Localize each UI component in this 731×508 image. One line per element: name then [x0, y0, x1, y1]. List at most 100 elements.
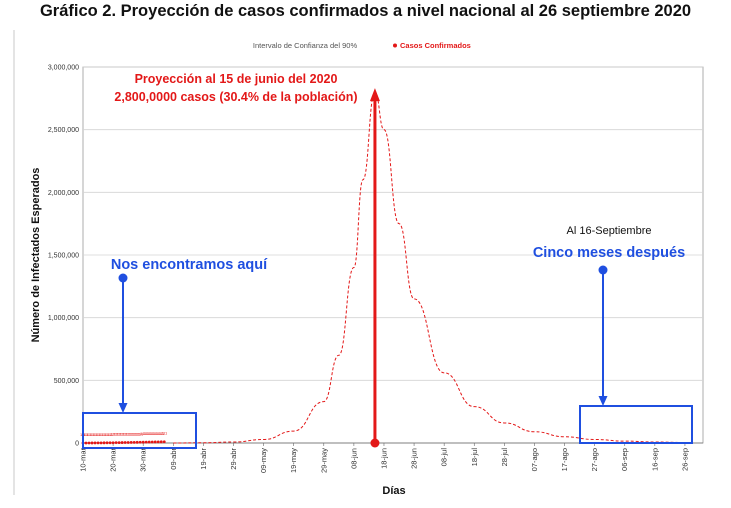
x-tick-label: 29-may — [319, 448, 328, 473]
confirmed-case-point — [93, 441, 97, 445]
peak-annotation-line2: 2,800,0000 casos (30.4% de la población) — [114, 90, 357, 104]
y-axis-label: Número de Infectados Esperados — [30, 168, 42, 343]
future-period-box — [579, 405, 693, 444]
confirmed-case-label: 111 — [122, 432, 129, 437]
chart-title: Gráfico 2. Proyección de casos confirmad… — [39, 2, 692, 20]
y-tick-label: 0 — [75, 441, 79, 448]
x-tick-label: 18-jul — [470, 448, 479, 467]
future-date-annotation: Al 16-Septiembre — [567, 225, 652, 237]
x-tick-label: 27-ago — [590, 448, 599, 471]
confirmed-case-label: 111 — [101, 432, 108, 437]
confirmed-case-label: 111 — [89, 432, 96, 437]
confirmed-case-point — [147, 440, 151, 444]
confirmed-case-point — [138, 440, 142, 444]
peak-annotation-line1: Proyección al 15 de junio del 2020 — [135, 72, 338, 86]
confirmed-case-label: 111 — [140, 431, 147, 436]
confirmed-case-label: 111 — [125, 431, 132, 436]
x-tick-label: 16-sep — [650, 448, 659, 471]
peak-arrow-head — [369, 88, 380, 102]
confirmed-case-point — [132, 440, 136, 444]
y-tick-label: 1,500,000 — [48, 253, 79, 260]
confirmed-case-point — [105, 441, 109, 445]
x-tick-label: 30-mar — [139, 448, 148, 472]
confirmed-case-point — [90, 441, 94, 445]
confirmed-case-point — [114, 441, 118, 445]
x-tick-label: 19-abr — [199, 448, 208, 470]
x-tick-label: 28-jul — [500, 448, 509, 467]
confirmed-case-point — [87, 441, 91, 445]
future-period-annotation: Cinco meses después — [533, 245, 685, 261]
x-tick-label: 09-may — [259, 448, 268, 473]
projection-curve — [173, 91, 685, 444]
x-tick-label: 08-jul — [440, 448, 449, 467]
confirmed-case-label: 111 — [83, 432, 90, 437]
current-period-box — [82, 412, 197, 449]
confirmed-case-point — [150, 440, 154, 444]
confirmed-case-label: 111 — [98, 432, 105, 437]
x-tick-label: 29-abr — [229, 448, 238, 470]
x-tick-label: 09-abr — [169, 448, 178, 470]
x-tick-label: 10-mar — [79, 448, 88, 472]
current-arrow-head — [118, 403, 128, 413]
confirmed-case-point — [84, 441, 88, 445]
confirmed-case-label: 111 — [116, 432, 123, 437]
confirmed-case-label: 111 — [92, 432, 99, 437]
legend-entry-ci: Intervalo de Confianza del 90% — [253, 41, 358, 50]
confirmed-case-point — [96, 441, 100, 445]
confirmed-case-label: 111 — [149, 431, 156, 436]
y-tick-label: 1,000,000 — [48, 315, 79, 322]
current-position-annotation: Nos encontramos aquí — [111, 257, 268, 273]
confirmed-case-point — [108, 441, 112, 445]
x-tick-label: 26-sep — [680, 448, 689, 471]
confirmed-case-point — [117, 441, 121, 445]
y-tick-label: 2,000,000 — [48, 190, 79, 197]
confirmed-case-point — [126, 441, 130, 444]
future-arrow-head — [598, 396, 608, 406]
confirmed-case-label: 111 — [119, 432, 126, 437]
confirmed-case-label: 111 — [152, 431, 159, 436]
confirmed-case-point — [111, 441, 115, 445]
confirmed-case-label: 111 — [131, 431, 138, 436]
legend-entry-confirmed: Casos Confirmados — [400, 41, 471, 50]
y-tick-label: 2,500,000 — [48, 127, 79, 134]
confirmed-case-label: 111 — [134, 431, 141, 436]
x-tick-label: 18-jun — [379, 448, 388, 469]
x-tick-label: 28-jun — [410, 448, 419, 469]
confirmed-case-label: 111 — [86, 432, 93, 437]
confirmed-case-label: 111 — [104, 432, 111, 437]
confirmed-case-label: 111 — [95, 432, 102, 437]
confirmed-case-point — [102, 441, 106, 445]
x-tick-label: 06-sep — [620, 448, 629, 471]
confirmed-case-point — [153, 440, 157, 444]
confirmed-case-label: 111 — [146, 431, 153, 436]
confirmed-case-label: 111 — [110, 432, 117, 437]
confirmed-case-label: 111 — [128, 431, 135, 436]
confirmed-case-label: 111 — [155, 431, 162, 436]
x-tick-label: 17-ago — [560, 448, 569, 471]
x-tick-label: 20-mar — [109, 448, 118, 472]
confirmed-case-label: 111 — [113, 432, 120, 437]
confirmed-case-label: 111 — [143, 431, 150, 436]
confirmed-case-label: 111 — [107, 432, 114, 437]
confirmed-case-point — [120, 441, 124, 444]
confirmed-case-label: 111 — [161, 431, 168, 436]
confirmed-case-point — [123, 441, 127, 444]
confirmed-case-point — [159, 440, 163, 444]
confirmed-case-point — [141, 440, 145, 444]
peak-arrow-base — [370, 438, 380, 448]
confirmed-case-point — [156, 440, 160, 444]
confirmed-case-label: 111 — [137, 431, 144, 436]
confirmed-case-point — [99, 441, 103, 445]
x-tick-label: 19-may — [289, 448, 298, 473]
y-tick-label: 500,000 — [54, 378, 79, 385]
y-tick-label: 3,000,000 — [48, 65, 79, 72]
confirmed-case-point — [135, 440, 139, 444]
legend-marker-confirmed — [393, 43, 397, 48]
confirmed-case-point — [144, 440, 148, 444]
x-tick-label: 08-jun — [349, 448, 358, 469]
confirmed-case-label: 111 — [158, 431, 165, 436]
x-tick-label: 07-ago — [530, 448, 539, 471]
confirmed-case-point — [162, 440, 166, 444]
